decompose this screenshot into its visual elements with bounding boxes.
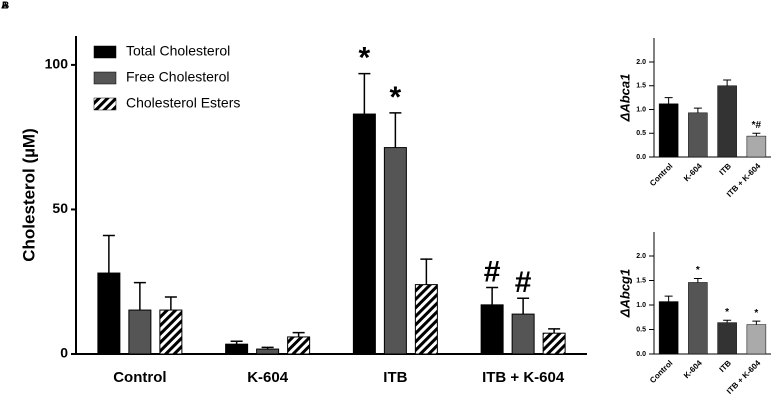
y-axis-label: ΔAbcg1 [617,269,632,318]
error-bar [230,340,243,345]
bar [97,272,121,355]
bar [542,332,566,355]
bar [287,336,311,355]
x-tick-label: ITB [383,369,407,386]
y-tick-label: 1.5 [636,83,646,90]
legend-label: Free Cholesterol [126,69,230,85]
y-tick-label: 2.0 [636,59,646,66]
x-tick-label: K-604 [682,161,704,183]
error-bar [752,132,761,137]
error-bar [664,97,673,104]
y-tick-label: 1.0 [636,302,646,309]
y-tick-label: 0.0 [636,351,646,358]
y-tick-label: 1.0 [636,106,646,113]
significance-mark: * [359,42,371,75]
error-bar [664,295,673,302]
legend-swatch [93,71,117,85]
panel-label: B [2,1,9,12]
error-bar [420,258,433,285]
x-tick-label: Control [648,162,674,188]
x-tick-label: ITB [718,358,734,374]
error-bar [517,297,530,315]
significance-mark: * [390,81,402,114]
legend-swatch [93,97,117,111]
bar [256,348,280,355]
x-tick-label: Control [113,369,166,386]
error-bar [389,112,402,148]
significance-mark: * [696,265,700,276]
bar [717,322,737,355]
significance-mark: # [515,266,532,299]
x-tick-label: Control [648,359,674,385]
x-tick-label: ITB + K-604 [482,369,565,386]
y-axis-label: Cholesterol (µM) [19,128,38,262]
error-bar [133,281,146,311]
bar [658,301,679,355]
error-bar [102,234,115,274]
bar [383,147,407,355]
legend-label: Total Cholesterol [126,43,230,59]
error-bar [292,331,305,337]
error-bar [486,286,499,305]
bar [480,304,504,355]
y-tick-label: 50 [52,200,68,216]
bar [746,324,767,355]
y-tick-label: 0 [60,345,68,361]
error-bar [164,296,177,311]
significance-mark: * [725,307,729,318]
bar [414,284,438,355]
significance-mark: *# [752,120,762,131]
error-bar [693,107,702,113]
error-bar [752,320,761,325]
y-tick-label: 0.0 [636,154,646,161]
bar [688,282,708,355]
bar [717,85,737,158]
y-tick-label: 1.5 [636,277,646,284]
error-bar [358,72,371,115]
x-tick-label: K-604 [247,369,289,386]
x-tick-label: K-604 [682,358,704,380]
bar [159,309,183,355]
error-bar [723,79,732,86]
bar [658,103,679,158]
significance-mark: * [754,308,758,319]
y-tick-label: 0.5 [636,326,646,333]
y-tick-label: 100 [45,56,69,72]
legend-swatch [93,45,117,59]
y-tick-label: 2.0 [636,253,646,260]
error-bar [693,278,702,283]
bar [746,135,767,158]
significance-mark: # [484,255,501,288]
panel-label: A [1,1,8,12]
bar [352,113,376,355]
bar [128,309,152,355]
bar [225,343,249,355]
error-bar [548,328,561,334]
bar [511,313,535,355]
error-bar [261,346,274,350]
error-bar [723,319,732,323]
y-tick-label: 0.5 [636,130,646,137]
x-tick-label: ITB [718,161,734,177]
legend-label: Cholesterol Esters [126,95,240,111]
y-axis-label: ΔAbca1 [617,74,632,123]
bar [688,112,708,158]
